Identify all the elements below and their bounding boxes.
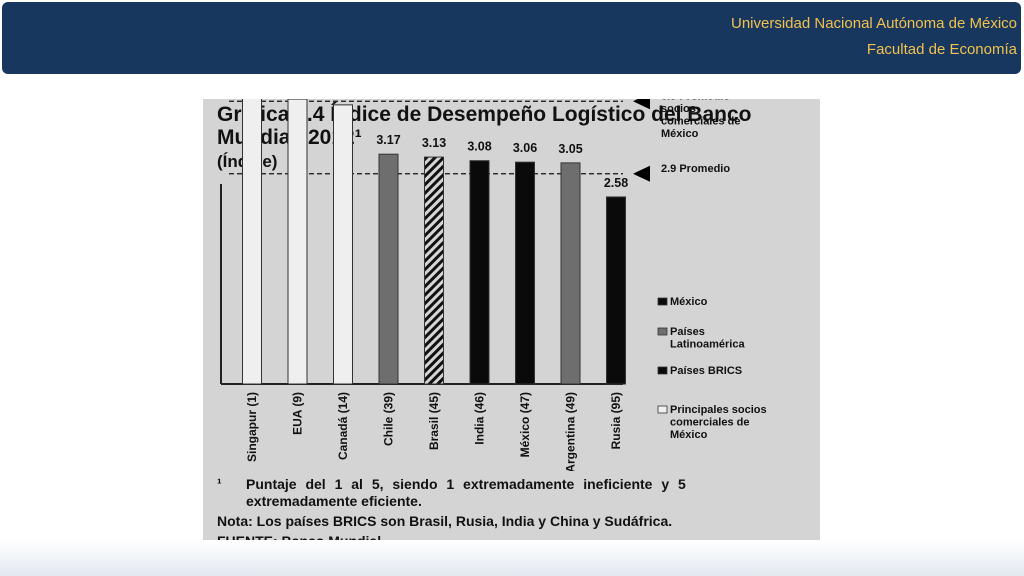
- category-label-7: México (47): [518, 392, 532, 457]
- category-label-9: Rusia (95): [609, 392, 623, 449]
- data-label-6: 3.08: [467, 140, 491, 154]
- footnote-line2: extremadamente eficiente.: [246, 493, 422, 509]
- bar-9: [606, 196, 626, 385]
- legend-label-2-line-2: Latinoamérica: [670, 339, 745, 351]
- chart-figure: Gráfica 2.4 Índice de Desempeño Logístic…: [203, 99, 820, 551]
- reference-label-2-line-1: 2.9 Promedio: [661, 163, 730, 175]
- bar-3: [333, 104, 353, 385]
- bar-7: [515, 161, 535, 385]
- legend-label-3-line-1: Países BRICS: [670, 365, 742, 377]
- reference-label-1-line-4: México: [661, 128, 699, 140]
- category-label-5: Brasil (45): [427, 392, 441, 450]
- data-label-7: 3.06: [513, 141, 537, 155]
- reference-label-1-line-2: socios: [661, 103, 696, 115]
- bar-6: [469, 160, 490, 385]
- category-label-8: Argentina (49): [564, 392, 578, 471]
- footer-band: [0, 540, 1024, 576]
- university-name: Universidad Nacional Autónoma de México: [731, 15, 1017, 32]
- data-label-5: 3.13: [422, 136, 446, 150]
- data-label-4: 3.17: [376, 133, 400, 147]
- reference-arrow-1: [633, 99, 650, 110]
- legend-label-4-line-2: comerciales de: [670, 417, 750, 429]
- category-label-2: EUA (9): [291, 392, 305, 435]
- category-label-1: Singapur (1): [245, 392, 259, 462]
- reference-label-1-line-1: 3.9 Promedio: [661, 99, 730, 102]
- footnote-mark: ¹: [217, 475, 222, 491]
- bar-2: [287, 99, 308, 385]
- header-bar: Universidad Nacional Autónoma de México …: [2, 2, 1021, 74]
- bar-5: [424, 156, 444, 385]
- category-label-4: Chile (39): [382, 392, 396, 446]
- faculty-name: Facultad de Economía: [866, 41, 1017, 58]
- legend-label-1-line-1: México: [670, 296, 708, 308]
- reference-label-1-line-3: comerciales de: [661, 115, 741, 127]
- legend-swatch-2: [657, 327, 668, 336]
- legend-label-4-line-3: México: [670, 429, 708, 441]
- reference-arrow-2: [633, 165, 650, 182]
- footnote-line1: Puntaje del 1 al 5, siendo 1 extremadame…: [246, 476, 686, 492]
- legend-label-2-line-1: Países: [670, 326, 705, 338]
- data-label-9: 2.58: [604, 176, 628, 190]
- category-label-3: Canadá (14): [336, 392, 350, 460]
- bar-chart: 3.9 Promediosocioscomerciales deMéxico2.…: [220, 99, 767, 471]
- bar-4: [378, 153, 399, 385]
- legend-label-4-line-1: Principales socios: [670, 404, 767, 416]
- legend-swatch-3: [657, 366, 668, 375]
- category-label-6: India (46): [473, 392, 487, 445]
- legend-swatch-4: [657, 405, 668, 414]
- chart-note: Nota: Los países BRICS son Brasil, Rusia…: [217, 513, 673, 529]
- legend-swatch-1: [657, 297, 668, 306]
- bar-8: [560, 162, 581, 385]
- data-label-8: 3.05: [558, 142, 582, 156]
- bar-1: [242, 99, 262, 385]
